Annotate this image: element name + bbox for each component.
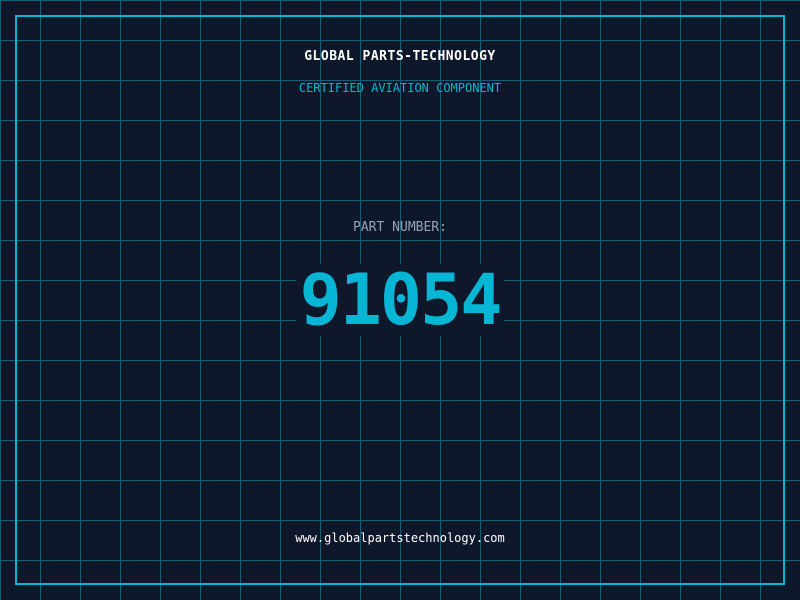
certification-subtitle: CERTIFIED AVIATION COMPONENT [298,81,502,95]
part-number-value: 91054 [295,264,505,336]
part-number-label: PART NUMBER: [353,220,447,235]
company-title: GLOBAL PARTS-TECHNOLOGY [304,49,496,64]
website-url: www.globalpartstechnology.com [295,531,505,545]
border-frame [15,15,785,585]
